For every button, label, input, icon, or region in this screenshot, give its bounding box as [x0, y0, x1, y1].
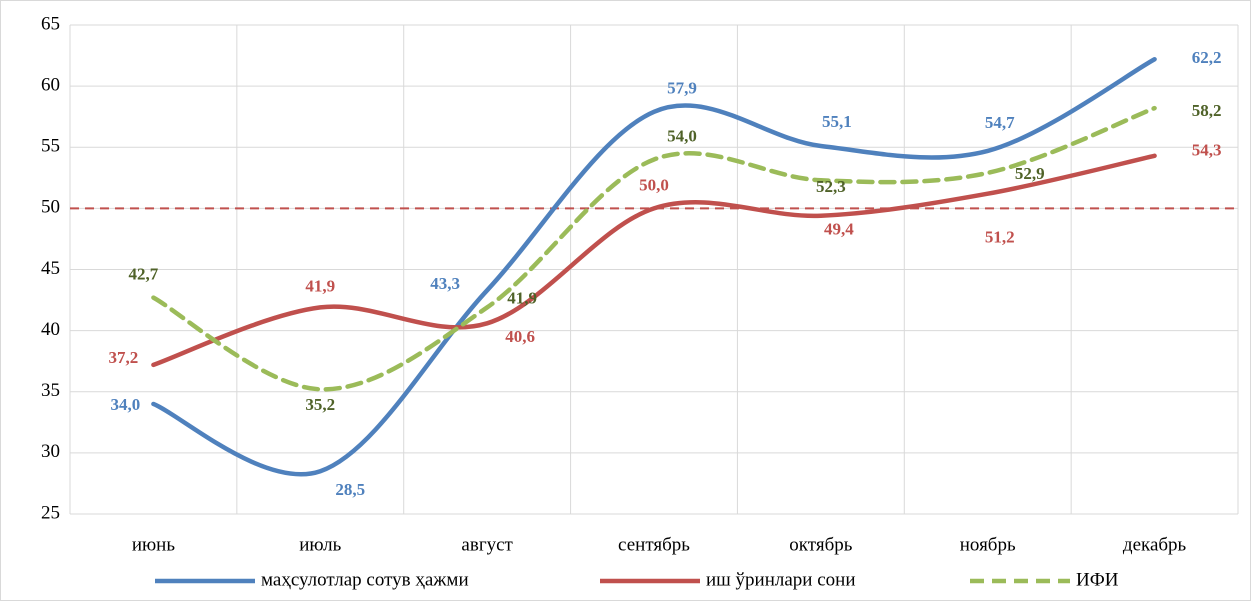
x-tick-label: август [461, 534, 513, 555]
value-label: 57,9 [667, 79, 697, 98]
y-tick-label: 60 [41, 74, 60, 95]
x-tick-label: октябрь [789, 534, 852, 555]
y-tick-label: 55 [41, 136, 60, 157]
value-label: 37,2 [109, 348, 139, 367]
legend-label: маҳсулотлар сотув ҳажми [261, 569, 469, 590]
x-tick-label: июль [299, 534, 341, 555]
y-tick-label: 65 [41, 13, 60, 34]
legend-label: иш ўринлари сони [706, 569, 856, 590]
x-tick-label: сентябрь [618, 534, 690, 555]
value-label: 42,7 [129, 265, 159, 284]
y-tick-label: 30 [41, 441, 60, 462]
y-tick-label: 45 [41, 258, 60, 279]
value-label: 54,3 [1192, 141, 1222, 160]
y-tick-label: 25 [41, 502, 60, 523]
value-label: 41,9 [507, 288, 537, 307]
value-label: 51,2 [985, 228, 1015, 247]
value-label: 54,0 [667, 126, 697, 145]
value-label: 54,7 [985, 113, 1015, 132]
value-label: 52,3 [816, 177, 846, 196]
y-tick-label: 35 [41, 380, 60, 401]
value-label: 41,9 [305, 276, 335, 295]
series-line [151, 56, 1157, 477]
value-label: 34,0 [111, 395, 141, 414]
value-label: 49,4 [824, 220, 854, 239]
value-label: 40,6 [505, 327, 535, 346]
value-label: 55,1 [822, 112, 852, 131]
x-tick-label: декабрь [1123, 534, 1187, 555]
x-tick-label: ноябрь [960, 534, 1016, 555]
value-label: 52,9 [1015, 164, 1045, 183]
value-label: 50,0 [639, 175, 669, 194]
series-line [151, 153, 1157, 368]
value-label: 35,2 [305, 395, 335, 414]
value-label: 43,3 [430, 274, 460, 293]
value-label: 58,2 [1192, 101, 1222, 120]
x-tick-label: июнь [132, 534, 176, 555]
value-label: 62,2 [1192, 48, 1222, 67]
y-tick-label: 40 [41, 319, 60, 340]
legend-label: ИФИ [1076, 569, 1119, 590]
series-line [151, 105, 1157, 392]
value-label: 28,5 [335, 480, 365, 499]
y-tick-label: 50 [41, 197, 60, 218]
